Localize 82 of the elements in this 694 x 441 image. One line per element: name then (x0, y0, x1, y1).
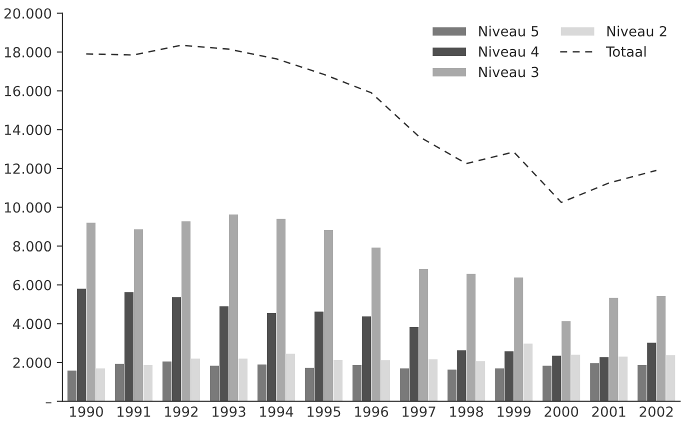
bar (552, 356, 562, 402)
y-tick-label: 12.000 (4, 163, 52, 174)
bar (524, 344, 533, 402)
bar (372, 248, 381, 402)
bar (76, 288, 86, 402)
x-tick-label: 2002 (640, 406, 673, 417)
bar (647, 342, 656, 402)
bar (609, 298, 618, 402)
bar (448, 370, 457, 402)
y-tick-label: – (46, 402, 52, 404)
bar (228, 214, 238, 402)
bar (124, 292, 134, 402)
bar (96, 368, 105, 402)
y-tick-label: 4.000 (12, 318, 52, 330)
x-tick-label: 2000 (544, 406, 578, 417)
y-tick-label: 2.000 (13, 357, 52, 368)
bar (219, 306, 229, 402)
x-tick-label: 1998 (450, 406, 484, 417)
bar (476, 361, 486, 402)
bar (276, 218, 286, 402)
bar (400, 368, 410, 402)
bar (571, 354, 580, 402)
bar (162, 362, 172, 402)
bar (143, 365, 152, 402)
legend-label: Niveau 2 (607, 26, 666, 36)
bar (419, 268, 428, 402)
legend-label: Niveau 5 (479, 26, 538, 36)
bar (457, 350, 466, 402)
x-tick-label: 1999 (498, 406, 531, 417)
bar (666, 355, 676, 402)
bar (562, 321, 571, 402)
bar (190, 358, 200, 402)
bar (134, 229, 143, 402)
legend-label: Niveau 3 (479, 66, 538, 78)
bar (514, 278, 524, 402)
x-tick-label: 1996 (355, 406, 388, 417)
y-tick-label: 18.000 (4, 47, 52, 58)
bar (286, 354, 296, 402)
y-tick-label: 10.000 (4, 202, 52, 213)
legend-label: Niveau 4 (479, 46, 539, 57)
y-tick-label: 20.000 (4, 8, 52, 19)
bar (267, 313, 276, 402)
y-tick-label: 8.000 (13, 241, 52, 252)
bar (600, 357, 609, 402)
bar (305, 368, 314, 402)
legend-label: Totaal (606, 46, 646, 57)
y-tick-label: 6.000 (13, 280, 52, 290)
bar (428, 359, 438, 402)
bar (495, 368, 504, 402)
bar (334, 360, 343, 402)
bar (542, 366, 552, 402)
x-tick-label: 1997 (402, 406, 436, 417)
line-series (86, 44, 658, 204)
bar (410, 326, 419, 402)
x-tick-label: 1994 (260, 406, 294, 417)
x-tick-label: 1992 (165, 406, 198, 417)
bar (618, 356, 628, 402)
bar (86, 222, 96, 402)
bar (466, 274, 476, 402)
bar (314, 312, 324, 402)
bar (238, 358, 248, 402)
bar (656, 296, 666, 402)
x-tick-label: 1990 (70, 406, 103, 417)
bar (381, 360, 390, 402)
x-tick-label: 2001 (592, 406, 626, 417)
x-tick-label: 1995 (308, 406, 340, 417)
bar (638, 365, 647, 402)
bar (590, 363, 600, 402)
bar (181, 221, 191, 402)
bar (504, 351, 514, 402)
x-tick-label: 1993 (212, 406, 246, 417)
bar (67, 370, 76, 402)
bar (362, 316, 372, 402)
bar (114, 364, 124, 402)
y-tick-label: 16.000 (4, 86, 52, 96)
bar (352, 365, 362, 402)
bar (324, 230, 334, 402)
bar (258, 364, 267, 402)
y-tick-label: 14.000 (4, 124, 52, 136)
bar (210, 366, 220, 402)
x-tick-label: 1991 (118, 406, 150, 417)
bar (172, 297, 182, 402)
